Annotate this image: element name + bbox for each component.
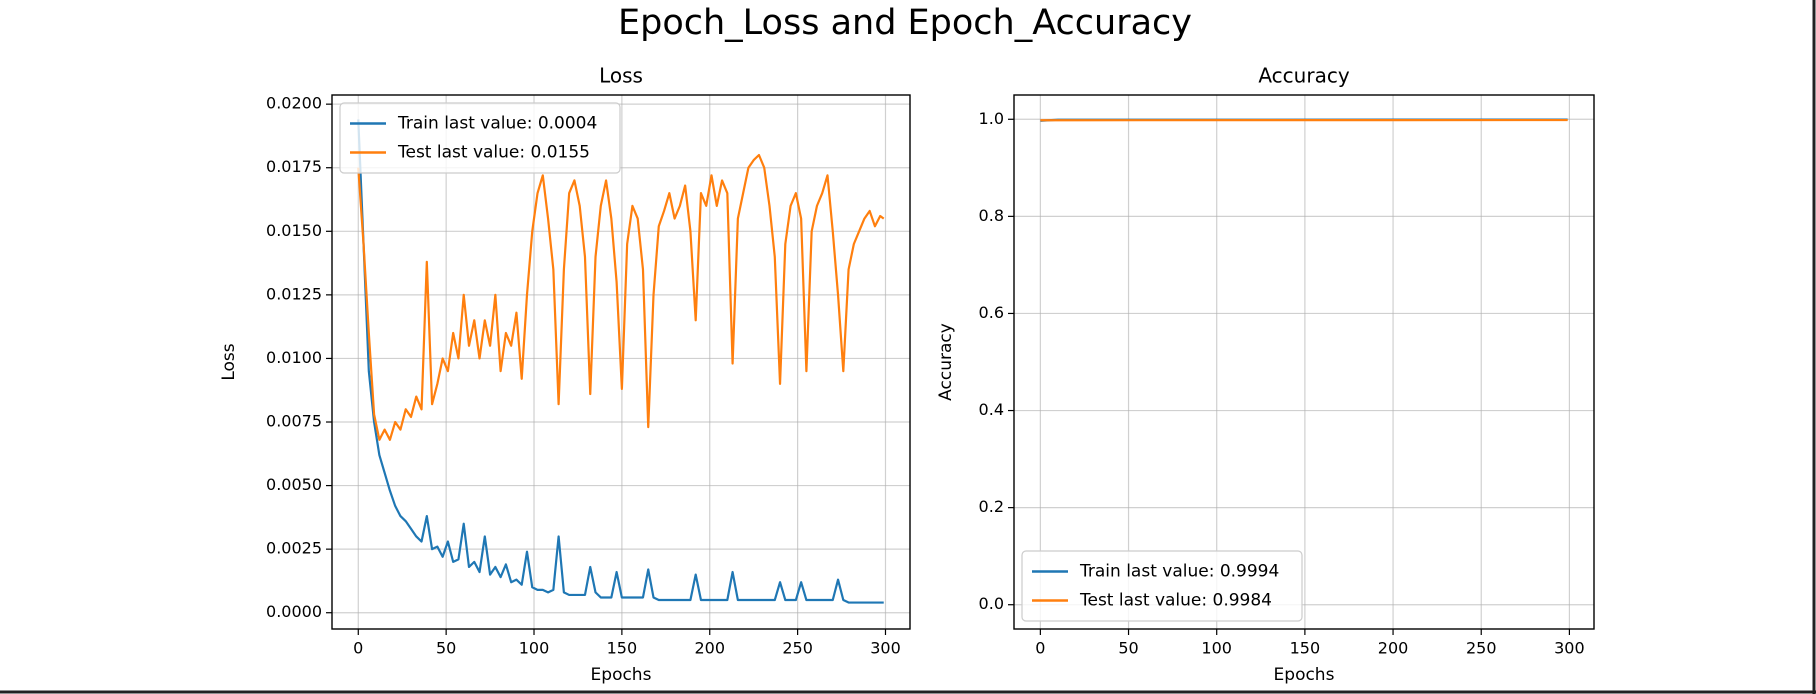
data-line (357, 153, 885, 441)
y-tick-label: 0.8 (979, 206, 1004, 225)
axes-frame (1013, 94, 1595, 630)
x-tick-label: 250 (1466, 639, 1497, 658)
x-tick-label: 0 (1035, 639, 1045, 658)
y-tick-label: 0.0150 (266, 221, 322, 240)
x-tick-label: 50 (436, 639, 456, 658)
x-tick-label: 100 (1201, 639, 1232, 658)
y-tick-label: 0.0100 (266, 348, 322, 367)
y-tick-label: 0.0025 (266, 539, 322, 558)
x-axis-label: Epochs (591, 665, 652, 685)
y-tick-label: 0.0075 (266, 412, 322, 431)
axes-title: Accuracy (1258, 64, 1349, 88)
x-tick-label: 300 (1554, 639, 1585, 658)
axes-title: Loss (599, 64, 643, 88)
y-tick-label: 0.0 (979, 594, 1004, 613)
legend-label: Test last value: 0.0155 (397, 143, 590, 163)
y-tick-label: 0.0200 (266, 94, 322, 113)
x-axis-label: Epochs (1274, 665, 1335, 685)
y-tick-label: 0.0050 (266, 475, 322, 494)
y-tick-label: 0.4 (979, 400, 1004, 419)
legend-label: Train last value: 0.0004 (397, 114, 597, 134)
legend-label: Train last value: 0.9994 (1079, 562, 1279, 582)
y-tick-label: 1.0 (979, 109, 1004, 128)
legend-label: Test last value: 0.9984 (1079, 591, 1272, 611)
axes-frame (331, 94, 911, 630)
y-tick-label: 0.2 (979, 497, 1004, 516)
y-tick-label: 0.0125 (266, 284, 322, 303)
legend-box (339, 102, 621, 174)
x-tick-label: 200 (694, 639, 725, 658)
legend-box (1021, 550, 1303, 622)
x-tick-label: 50 (1118, 639, 1138, 658)
x-tick-label: 150 (1290, 639, 1321, 658)
x-tick-label: 150 (607, 639, 638, 658)
data-line (357, 119, 884, 604)
x-tick-label: 200 (1378, 639, 1409, 658)
y-tick-label: 0.6 (979, 303, 1004, 322)
x-tick-label: 250 (782, 639, 813, 658)
y-axis-label: Loss (219, 343, 239, 380)
figure-title: Epoch_Loss and Epoch_Accuracy (618, 3, 1192, 43)
y-axis-label: Accuracy (936, 323, 956, 401)
x-tick-label: 300 (870, 639, 901, 658)
y-tick-label: 0.0000 (266, 602, 322, 621)
x-tick-label: 100 (519, 639, 550, 658)
y-tick-label: 0.0175 (266, 157, 322, 176)
x-tick-label: 0 (353, 639, 363, 658)
